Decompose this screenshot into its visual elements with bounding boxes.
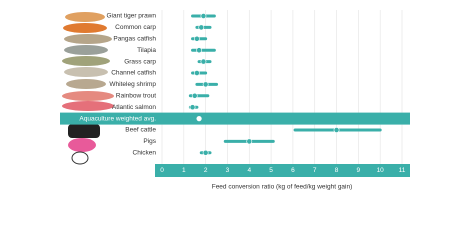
highlight-band xyxy=(60,112,410,125)
dot xyxy=(200,13,207,19)
category-label: Grass carp xyxy=(124,58,156,65)
category-label: Common carp xyxy=(115,24,156,31)
category-label: Whiteleg shrimp xyxy=(109,81,156,88)
dot xyxy=(196,116,202,122)
x-axis-label: Feed conversion ratio (kg of feed/kg wei… xyxy=(212,184,353,191)
x-tick-label: 6 xyxy=(291,167,295,174)
x-tick-label: 11 xyxy=(399,167,406,174)
animal-icons xyxy=(62,12,114,165)
x-tick-label: 1 xyxy=(182,167,186,174)
dot xyxy=(333,127,340,133)
category-label: Channel catfish xyxy=(111,70,156,77)
dot xyxy=(202,81,209,88)
page: {"chart_data": {"type": "dot-range", "x_… xyxy=(60,10,410,191)
x-tick-label: 10 xyxy=(377,167,385,174)
x-tick-label: 9 xyxy=(357,167,361,174)
category-label: Giant tiger prawn xyxy=(107,13,157,20)
dot xyxy=(194,35,200,42)
x-tick-label: 4 xyxy=(247,167,251,174)
x-tick-label: 5 xyxy=(269,167,273,174)
dot xyxy=(202,149,209,156)
dot xyxy=(198,24,205,31)
x-tick-label: 0 xyxy=(160,167,164,174)
chart: 0 1 2 3 4 5 6 7 8 9 10 11 Feed conversion ratio (kg … xyxy=(60,10,410,191)
category-label: Beef cattle xyxy=(125,127,156,134)
x-tick-label: 7 xyxy=(313,167,317,174)
dot xyxy=(196,47,202,54)
category-label: Tilapia xyxy=(137,47,156,54)
x-tick-label: 8 xyxy=(335,167,339,174)
category-label: Pangas catfish xyxy=(113,36,156,43)
dot xyxy=(191,92,198,99)
dot xyxy=(194,70,200,76)
category-label: Aquaculture weighted avg. xyxy=(79,115,156,122)
x-tick-label: 2 xyxy=(204,167,208,174)
dot xyxy=(189,104,196,111)
axis-band xyxy=(155,164,410,177)
dot xyxy=(246,138,253,145)
category-label: Pigs xyxy=(143,138,156,145)
category-label: Chicken xyxy=(133,150,157,157)
dot xyxy=(200,58,207,65)
category-label: Rainbow trout xyxy=(116,93,156,100)
x-tick-label: 3 xyxy=(226,167,230,174)
category-label: Atlantic salmon xyxy=(112,104,156,111)
